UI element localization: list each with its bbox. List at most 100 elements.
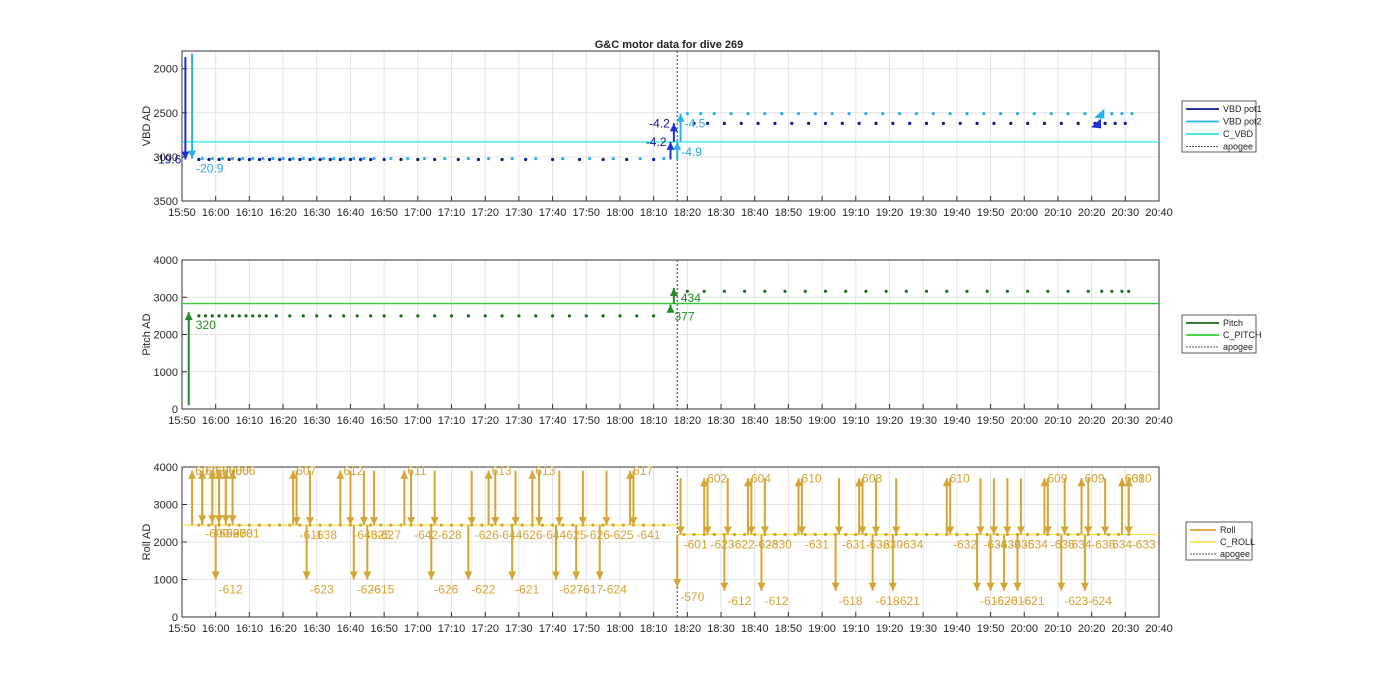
roll-down-arrow-head bbox=[831, 582, 840, 591]
vbd-pot1-point bbox=[1026, 121, 1030, 125]
roll-point bbox=[924, 532, 929, 537]
vbd-pot1-point bbox=[433, 157, 437, 162]
x-tick-label: 18:00 bbox=[606, 207, 634, 219]
roll-down-arrow-head bbox=[703, 526, 712, 535]
vbd-pot1-point bbox=[500, 157, 504, 162]
vbd-pot2-point bbox=[486, 157, 491, 161]
vbd-pot2-point bbox=[200, 157, 204, 161]
roll-up-label: 610 bbox=[1132, 471, 1152, 485]
x-tick-label: 17:40 bbox=[539, 415, 567, 427]
roll-point bbox=[1116, 532, 1121, 537]
x-tick-label: 19:20 bbox=[876, 623, 904, 635]
x-tick-label: 18:50 bbox=[775, 623, 803, 635]
x-tick-label: 17:00 bbox=[404, 415, 432, 427]
x-tick-label: 16:00 bbox=[202, 415, 230, 427]
vbd-pot1-point bbox=[288, 157, 292, 162]
vbd-pot1-point bbox=[756, 121, 760, 125]
roll-down-label: -612 bbox=[219, 583, 243, 597]
roll-down-arrow-head bbox=[1016, 526, 1025, 535]
pitch-point bbox=[945, 289, 949, 293]
roll-down-label: -618 bbox=[839, 594, 863, 608]
x-tick-label: 20:00 bbox=[1010, 207, 1038, 219]
roll-point bbox=[591, 523, 595, 527]
roll-down-arrow-head bbox=[215, 515, 224, 524]
pitch-point bbox=[534, 314, 538, 318]
roll-down-label: -632 bbox=[866, 538, 890, 552]
vbd-pot2-point bbox=[965, 112, 969, 116]
pitch-point bbox=[382, 314, 386, 318]
pitch-point bbox=[257, 314, 262, 318]
pitch-point bbox=[685, 289, 689, 293]
vbd-event-label: -4.2 bbox=[649, 116, 670, 130]
vbd-pot2-point bbox=[261, 157, 265, 161]
x-tick-label: 20:00 bbox=[1010, 623, 1038, 635]
x-tick-label: 16:20 bbox=[269, 415, 297, 427]
vbd-pot2-point bbox=[1015, 112, 1020, 116]
roll-point bbox=[844, 532, 848, 537]
vbd-pot1-point bbox=[773, 121, 777, 125]
roll-down-arrow-head bbox=[723, 526, 732, 535]
vbd-pot1-point bbox=[908, 121, 912, 125]
pitch-event-label: 377 bbox=[675, 310, 695, 324]
roll-down-arrow-head bbox=[747, 526, 756, 535]
x-tick-label: 17:00 bbox=[404, 623, 432, 635]
roll-down-label: -622 bbox=[731, 538, 755, 552]
vbd-pot1-point bbox=[692, 121, 696, 125]
x-tick-label: 16:40 bbox=[337, 623, 365, 635]
roll-down-label: -612 bbox=[727, 594, 751, 608]
vbd-pot2-point bbox=[251, 157, 255, 161]
plot-frame bbox=[181, 259, 1160, 410]
roll-down-arrow-head bbox=[363, 571, 372, 580]
x-tick-label: 19:10 bbox=[842, 415, 870, 427]
vbd-pot1-point bbox=[577, 157, 582, 162]
pitch-point bbox=[743, 289, 747, 293]
vbd-event-marker bbox=[1094, 108, 1105, 119]
x-tick-label: 16:00 bbox=[202, 623, 230, 635]
roll-down-arrow-head bbox=[1043, 526, 1052, 535]
roll-point bbox=[389, 523, 393, 527]
x-tick-label: 16:50 bbox=[370, 623, 398, 635]
x-tick-label: 17:20 bbox=[471, 415, 499, 427]
vbd-pot2-point bbox=[847, 112, 851, 116]
roll-down-arrow-head bbox=[306, 517, 315, 526]
y-axis-label: Roll AD bbox=[141, 524, 153, 561]
x-tick-label: 19:40 bbox=[943, 623, 971, 635]
roll-up-arrow-head bbox=[1077, 478, 1086, 487]
vbd-pot2-point bbox=[763, 112, 767, 116]
roll-down-label: -634 bbox=[1068, 538, 1092, 552]
roll-point bbox=[237, 523, 241, 527]
roll-point bbox=[247, 523, 251, 527]
pitch-point bbox=[702, 289, 706, 293]
vbd-pot1-point bbox=[338, 157, 342, 162]
roll-up-label: 617 bbox=[633, 464, 653, 478]
roll-down-label: -620 bbox=[994, 594, 1018, 608]
roll-down-label: -635 bbox=[1051, 538, 1075, 552]
vbd-event-arrow-head bbox=[188, 150, 197, 159]
x-tick-label: 18:20 bbox=[674, 415, 702, 427]
vbd-pot2-point bbox=[813, 112, 817, 116]
roll-down-arrow-head bbox=[946, 526, 955, 535]
roll-down-label: -597 bbox=[222, 526, 246, 540]
pitch-point bbox=[1127, 289, 1131, 293]
vbd-pot2-point bbox=[1120, 112, 1124, 116]
vbd-pot1-point bbox=[318, 157, 322, 162]
roll-point bbox=[449, 523, 454, 527]
vbd-pot1-point bbox=[958, 121, 962, 125]
roll-up-label: 612 bbox=[343, 464, 363, 478]
roll-down-label: -624 bbox=[1088, 594, 1112, 608]
roll-up-arrow-head bbox=[484, 470, 493, 479]
vbd-pot1-point bbox=[705, 121, 710, 125]
roll-down-label: -631 bbox=[805, 538, 829, 552]
vbd-pot1-point bbox=[992, 121, 996, 125]
roll-down-label: -600 bbox=[205, 526, 229, 540]
legend-label: VBD pot1 bbox=[1223, 104, 1262, 114]
pitch-point bbox=[803, 289, 807, 293]
roll-point bbox=[439, 523, 444, 527]
vbd-pot1-point bbox=[298, 157, 302, 162]
roll-up-arrow-head bbox=[855, 478, 864, 487]
x-tick-label: 15:50 bbox=[168, 623, 196, 635]
roll-down-arrow-head bbox=[834, 526, 843, 535]
x-tick-label: 20:40 bbox=[1145, 207, 1173, 219]
roll-point bbox=[793, 532, 797, 537]
roll-down-arrow-head bbox=[359, 517, 368, 526]
